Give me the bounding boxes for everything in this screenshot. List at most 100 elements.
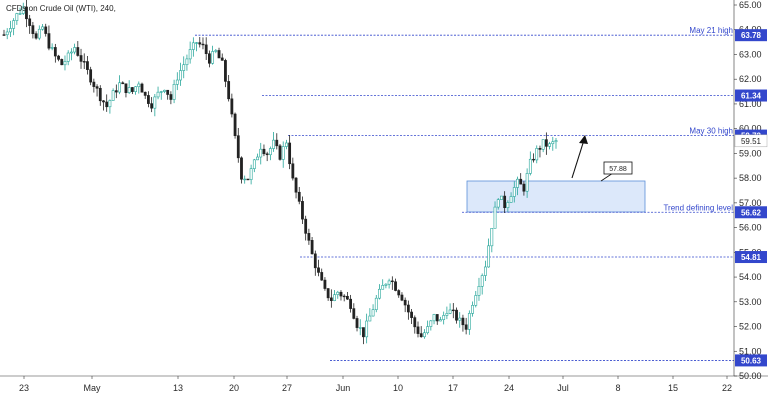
candle-body [108, 100, 112, 108]
candle-body [493, 206, 497, 229]
candle-body [114, 90, 118, 93]
candle-body [153, 96, 157, 109]
candle-body [471, 305, 474, 314]
x-tick-label: 27 [282, 383, 292, 393]
candle-body [9, 28, 12, 33]
candle-body [304, 218, 308, 234]
candle-body [256, 156, 259, 161]
candle-body [394, 281, 397, 291]
candle-body [236, 135, 240, 159]
candle-body [163, 89, 166, 92]
candle-body [281, 146, 285, 160]
candle-body [384, 283, 388, 286]
candle-body [12, 20, 16, 29]
candle-body [76, 47, 80, 56]
chart-title: CFDs on Crude Oil (WTI), 240, [6, 4, 116, 13]
level-note: Trend defining level [663, 203, 733, 212]
candle-body [419, 333, 423, 338]
level-note: May 21 high [689, 26, 733, 35]
candle-body [500, 195, 503, 200]
candle-body [268, 148, 272, 156]
candle-body [368, 315, 372, 322]
level-badge [735, 251, 767, 264]
candle-body [172, 84, 176, 100]
x-axis: 23 May 13 20 27 Jun 10 17 24 Jul 8 15 22 [19, 376, 732, 393]
y-tick-label: 62.00 [739, 74, 762, 84]
candle-body [487, 245, 491, 268]
x-tick-label: Jul [557, 383, 569, 393]
candle-body [47, 33, 51, 49]
candle-body [410, 311, 413, 318]
candle-body [265, 153, 269, 156]
arrow-head-icon [579, 135, 588, 144]
candle-body [451, 309, 455, 312]
candle-body [69, 51, 73, 54]
y-tick-label: 65.00 [739, 0, 762, 10]
horizontal-levels: May 21 high May 30 high Trend defining lev… [195, 26, 734, 361]
candle-body [548, 143, 551, 147]
y-tick-label: 61.00 [739, 99, 762, 109]
candle-body [467, 313, 471, 330]
y-tick-label: 50.00 [739, 371, 762, 381]
candle-body [406, 304, 410, 313]
candle-body [371, 309, 375, 317]
candle-body [432, 314, 436, 322]
candle-body [516, 178, 519, 188]
x-tick-label: 10 [393, 383, 403, 393]
candle-body [288, 142, 292, 165]
candle-body [227, 81, 231, 100]
x-tick-label: 13 [173, 383, 183, 393]
candle-body [53, 47, 57, 57]
candle-body [294, 177, 298, 193]
candle-body [98, 87, 102, 102]
candle-body [381, 285, 385, 290]
candle-body [73, 47, 77, 53]
candle-body [137, 83, 141, 88]
candle-body [5, 31, 9, 36]
candle-body [413, 317, 417, 328]
candle-body [464, 324, 468, 330]
y-tick-label: 54.00 [739, 272, 762, 282]
candle-body [217, 50, 221, 59]
candle-body [378, 288, 381, 299]
candle-body [285, 142, 288, 147]
candle-body [307, 233, 311, 241]
candlestick-series [2, 0, 558, 345]
candle-body [458, 317, 462, 321]
candle-body [185, 58, 189, 66]
y-tick-label: 52.00 [739, 322, 762, 332]
candle-body [474, 295, 478, 306]
y-tick-label: 63.00 [739, 49, 762, 59]
candle-body [362, 327, 365, 338]
candle-body [230, 98, 234, 115]
candle-body [390, 280, 394, 283]
level-note: May 30 high [689, 127, 733, 136]
x-tick-label: 24 [504, 383, 514, 393]
level-badge-label: 50.63 [741, 356, 762, 365]
candle-body [461, 317, 465, 326]
y-tick-label: 53.00 [739, 297, 762, 307]
x-tick-label: Jun [336, 383, 351, 393]
candle-body [118, 82, 121, 93]
y-tick-label: 56.00 [739, 223, 762, 233]
candle-body [92, 81, 96, 87]
candle-body [207, 53, 211, 64]
candle-body [86, 61, 89, 70]
candle-body [310, 240, 314, 255]
candle-body [60, 59, 64, 66]
candle-body [220, 57, 224, 61]
candle-body [130, 87, 134, 92]
candle-body [201, 43, 205, 46]
candle-body [426, 326, 430, 334]
candle-body [480, 275, 484, 287]
candle-body [140, 83, 144, 93]
candle-body [111, 90, 115, 101]
candle-body [28, 18, 32, 26]
candle-body [44, 26, 48, 34]
candle-body [365, 320, 369, 338]
candle-body [31, 25, 35, 34]
candle-body [105, 101, 109, 108]
zone-callout: 57.88 [600, 161, 633, 182]
